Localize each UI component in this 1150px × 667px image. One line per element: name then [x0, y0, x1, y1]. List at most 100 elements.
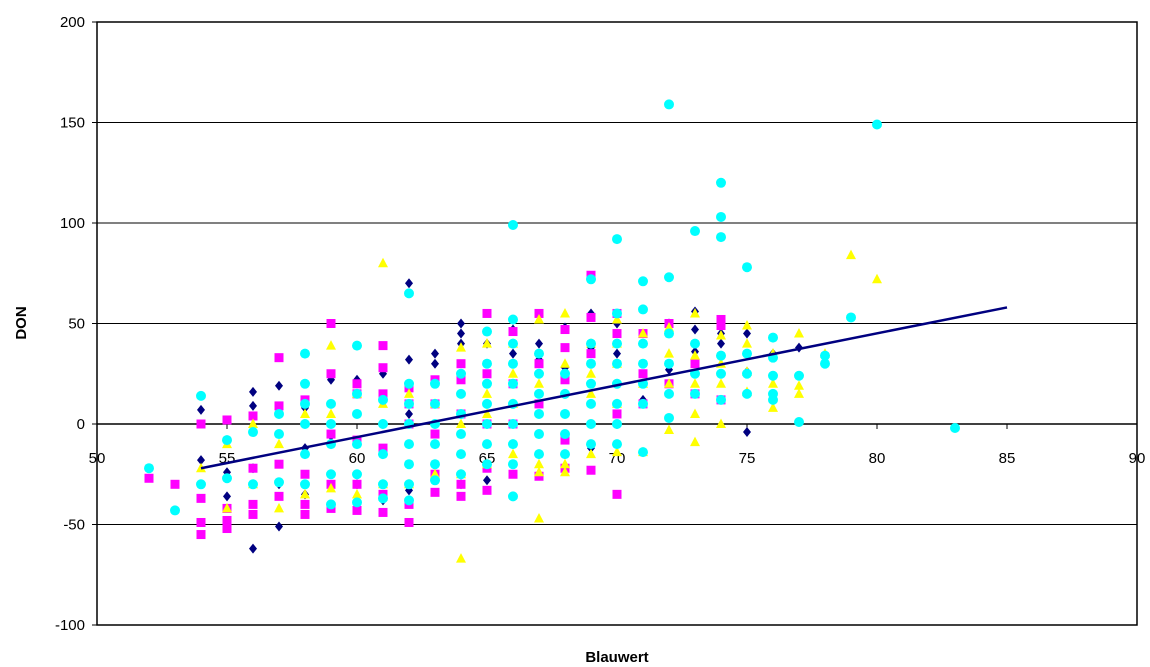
data-point-diamond	[405, 354, 413, 365]
data-point-circle	[716, 368, 726, 379]
data-point-circle	[586, 274, 596, 285]
data-point-triangle	[404, 388, 414, 398]
data-point-triangle	[794, 380, 804, 390]
data-point-square	[222, 524, 232, 534]
data-point-triangle	[326, 482, 336, 493]
data-point-triangle	[456, 342, 466, 352]
data-point-circle	[768, 370, 778, 381]
data-point-circle	[612, 439, 622, 450]
data-point-circle	[586, 419, 596, 429]
data-point-circle	[482, 419, 492, 429]
data-point-square	[170, 479, 180, 489]
data-point-circle	[742, 348, 752, 359]
data-point-triangle	[612, 446, 622, 457]
data-point-circle	[482, 326, 492, 337]
data-point-square	[300, 469, 310, 479]
data-point-circle	[352, 497, 362, 508]
data-point-circle	[430, 439, 440, 450]
data-point-circle	[482, 378, 492, 389]
data-point-square	[196, 517, 206, 527]
y-tick-label: -50	[63, 517, 85, 534]
data-point-circle	[560, 429, 570, 440]
data-point-triangle	[430, 468, 440, 479]
data-point-circle	[716, 350, 726, 361]
data-point-circle	[404, 459, 414, 470]
data-point-triangle	[664, 322, 674, 332]
data-point-diamond	[613, 348, 621, 359]
data-point-circle	[222, 435, 232, 446]
data-point-circle	[612, 419, 622, 429]
data-point-circle	[612, 338, 622, 349]
data-point-square	[248, 509, 258, 519]
data-point-triangle	[768, 378, 778, 388]
data-point-square	[300, 499, 310, 509]
data-point-square	[534, 399, 544, 409]
data-point-circle	[144, 463, 154, 474]
data-point-circle	[404, 288, 414, 299]
data-point-circle	[300, 449, 310, 460]
data-point-square	[196, 530, 206, 540]
data-point-circle	[508, 419, 518, 429]
data-point-square	[300, 509, 310, 519]
data-point-triangle	[378, 257, 388, 268]
data-point-triangle	[742, 320, 752, 330]
data-point-circle	[404, 378, 414, 389]
data-point-circle	[326, 398, 336, 409]
data-point-circle	[404, 439, 414, 450]
data-point-circle	[586, 338, 596, 349]
data-point-diamond	[197, 404, 205, 415]
data-point-triangle	[274, 502, 284, 513]
data-point-triangle	[274, 438, 284, 449]
data-point-circle	[404, 398, 414, 409]
data-point-circle	[612, 398, 622, 409]
data-point-circle	[482, 459, 492, 470]
data-point-circle	[274, 477, 284, 488]
data-point-triangle	[716, 330, 726, 340]
data-point-circle	[352, 388, 362, 399]
data-point-square	[560, 343, 570, 353]
data-point-triangle	[586, 368, 596, 378]
data-point-triangle	[508, 368, 518, 378]
data-point-circle	[352, 439, 362, 450]
data-point-circle	[456, 449, 466, 460]
data-point-circle	[950, 423, 960, 434]
data-point-square	[586, 312, 596, 322]
data-point-square	[430, 487, 440, 497]
data-point-triangle	[300, 408, 310, 418]
data-point-triangle	[586, 388, 596, 398]
data-point-triangle	[534, 512, 544, 523]
data-point-square	[508, 469, 518, 479]
data-point-circle	[768, 394, 778, 405]
data-point-circle	[352, 340, 362, 351]
data-point-circle	[742, 368, 752, 379]
data-point-triangle	[768, 402, 778, 412]
data-point-circle	[664, 272, 674, 283]
data-point-circle	[690, 338, 700, 349]
data-point-square	[248, 463, 258, 473]
data-point-diamond	[743, 328, 751, 339]
data-point-triangle	[716, 378, 726, 388]
data-point-circle	[352, 408, 362, 419]
data-point-square	[612, 329, 622, 339]
data-point-diamond	[223, 491, 231, 502]
data-point-diamond	[743, 427, 751, 438]
data-point-diamond	[431, 358, 439, 369]
data-point-square	[716, 321, 726, 331]
y-tick-label: 150	[60, 115, 85, 132]
data-point-triangle	[742, 338, 752, 348]
data-point-circle	[508, 439, 518, 450]
data-point-triangle	[248, 418, 258, 428]
data-point-circle	[664, 328, 674, 339]
data-point-triangle	[664, 424, 674, 435]
data-point-circle	[638, 358, 648, 369]
data-point-triangle	[326, 408, 336, 418]
data-point-circle	[508, 220, 518, 231]
data-point-circle	[196, 390, 206, 401]
data-point-triangle	[612, 313, 622, 324]
data-point-circle	[534, 388, 544, 399]
data-point-circle	[716, 177, 726, 188]
data-point-square	[482, 369, 492, 379]
data-point-square	[612, 409, 622, 419]
data-point-square	[378, 389, 388, 399]
